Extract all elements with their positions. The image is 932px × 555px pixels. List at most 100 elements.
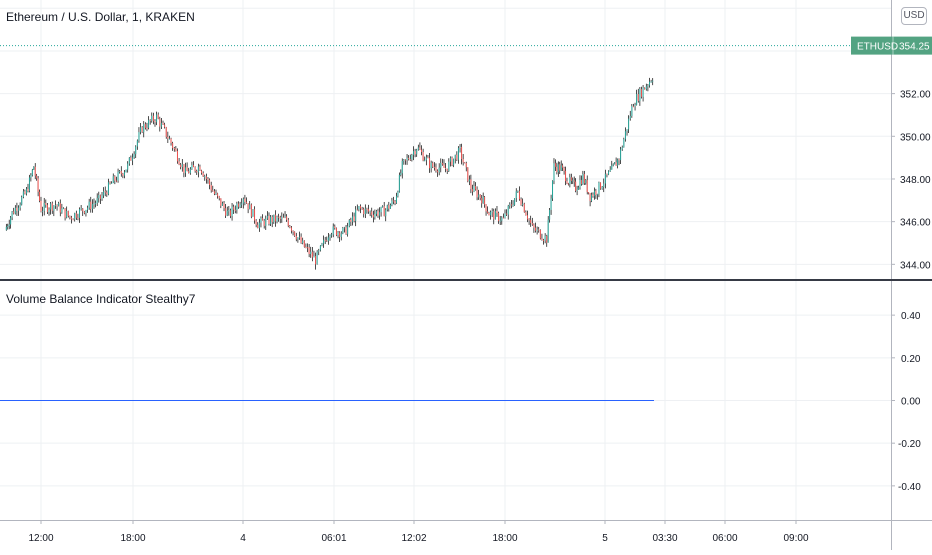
candle-body [340,233,342,237]
indicator-tick-label: 0.00 [901,397,921,408]
indicator-tick-label: -0.40 [898,482,921,493]
candle-body [366,208,368,210]
candle-body [181,164,183,168]
candle-body [334,226,336,229]
candle-body [303,240,305,247]
candle-body [188,171,190,174]
time-tick-label: 5 [602,533,608,544]
candle-body [42,210,44,212]
candle-body [374,213,376,218]
candle-body [506,213,508,215]
candle-body [421,149,423,152]
candle-body [197,166,199,173]
candle-body [106,192,108,195]
candle-body [634,105,636,107]
candle-body [168,138,170,140]
candle-body [490,211,492,216]
candle-body [591,194,593,201]
candle-body [311,251,313,258]
candle-body [380,206,382,213]
candle-body [518,190,520,200]
currency-button[interactable]: USD [901,7,927,25]
candle-body [611,165,613,170]
candle-body [26,188,28,194]
candle-body [37,178,39,192]
candle-body [386,205,388,210]
candle-body [401,160,403,174]
candle-body [117,171,119,181]
candle-body [533,224,535,228]
candle-body [576,189,578,191]
candle-body [220,198,222,206]
time-tick-label: 12:02 [401,533,426,544]
candle-body [543,239,545,241]
candle-body [392,200,394,202]
candle-body [647,85,649,87]
candle-body [629,115,631,119]
candle-body [144,124,146,128]
price-tick-label: 348.00 [900,175,931,186]
candle-body [620,149,622,161]
candle-body [114,176,116,181]
candle-body [93,203,95,205]
candle-body [50,203,52,210]
candle-body [582,173,584,185]
candle-body [501,217,503,221]
candle-body [623,139,625,148]
candle-body [368,209,370,212]
time-tick-label: 06:01 [321,533,346,544]
candle-body [412,151,414,155]
candle-body [644,87,646,90]
candle-body [567,183,569,185]
candle-body [515,191,517,199]
candle-body [226,210,228,216]
candle-body [74,213,76,220]
candle-body [151,115,153,121]
candle-body [494,210,496,220]
candle-body [82,208,84,212]
candle-body [221,203,223,206]
candle-body [11,211,13,218]
price-tick-label: 344.00 [900,260,931,271]
candle-body [650,81,652,83]
candle-body [87,207,89,210]
candle-body [429,157,431,169]
indicator-title: Volume Balance Indicator Stealthy7 [6,292,196,306]
candle-body [266,215,268,219]
candle-body [364,208,366,215]
candle-body [563,167,565,171]
candle-body [639,89,641,101]
candle-body [326,240,328,242]
candle-body [617,159,619,166]
candle-body [141,127,143,133]
candle-body [295,236,297,240]
candle-body [231,206,233,217]
candle-body [363,209,365,215]
candle-body [244,198,246,202]
candle-body [207,178,209,180]
candle-body [435,167,437,171]
candle-body [603,183,605,187]
candle-body [624,131,626,140]
candle-body [71,217,73,220]
candle-body [449,157,451,162]
candle-body [530,219,532,224]
candle-body [459,146,461,149]
candle-body [241,203,243,205]
candle-body [154,121,156,123]
candle-body [523,203,525,213]
candle-body [535,227,537,231]
candle-body [165,127,167,137]
candle-body [156,114,158,123]
candle-body [562,165,564,168]
candle-body [297,237,299,240]
candle-body [388,205,390,209]
candle-body [5,226,7,231]
candle-body [218,196,220,199]
time-tick-label: 18:00 [492,533,517,544]
candle-body [149,119,151,121]
candle-body [589,193,591,201]
candle-body [329,235,331,238]
candle-body [191,164,193,170]
